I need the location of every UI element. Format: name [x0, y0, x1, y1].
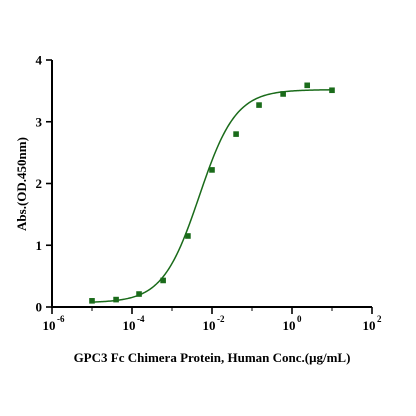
- x-tick-base: 10: [203, 318, 216, 333]
- data-point: [209, 167, 215, 173]
- data-point: [185, 233, 191, 239]
- y-axis-title: Abs.(OD.450nm): [14, 137, 29, 231]
- x-tick-exponent: -6: [57, 314, 65, 324]
- x-tick-exponent: 2: [377, 314, 382, 324]
- x-tick-exponent: 0: [297, 314, 302, 324]
- axes: [51, 60, 372, 308]
- data-point: [136, 291, 142, 297]
- x-tick-label: 10 -6: [43, 314, 65, 333]
- x-tick-base: 10: [283, 318, 296, 333]
- y-tick-label: 2: [36, 176, 43, 191]
- data-point: [160, 277, 166, 284]
- x-tick-exponent: -4: [137, 314, 145, 324]
- y-tick-label: 3: [36, 114, 43, 129]
- data-point: [113, 296, 119, 303]
- data-point: [329, 87, 335, 94]
- data-point: [304, 82, 311, 89]
- y-tick-label: 1: [36, 238, 43, 253]
- x-tick-label: 10 -2: [203, 314, 225, 333]
- fit-curve: [91, 89, 333, 303]
- x-tick-label: 10 0: [283, 314, 303, 333]
- data-point: [280, 91, 286, 97]
- x-tick-label: 10 -4: [123, 314, 145, 333]
- x-tick-base: 10: [123, 318, 136, 333]
- x-tick-base: 10: [43, 318, 56, 333]
- data-point: [89, 298, 95, 304]
- y-tick-label: 0: [36, 300, 43, 315]
- x-tick-exponent: -2: [217, 314, 225, 324]
- data-point: [256, 102, 262, 108]
- x-axis-title: GPC3 Fc Chimera Protein, Human Conc.(μg/…: [74, 350, 351, 365]
- x-tick-label: 10 2: [363, 314, 383, 333]
- data-points: [89, 82, 335, 304]
- x-tick-base: 10: [363, 318, 376, 333]
- y-tick-label: 4: [36, 53, 43, 68]
- data-point: [233, 131, 239, 137]
